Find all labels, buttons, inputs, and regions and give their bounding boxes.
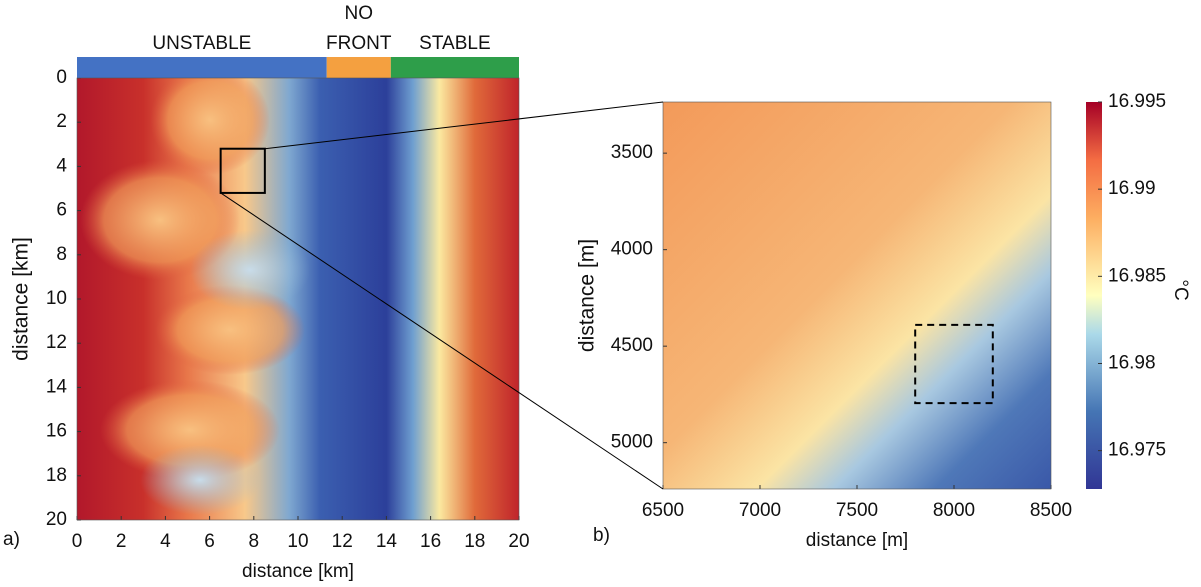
y-tick-label: 6 xyxy=(56,200,67,221)
zoom-connector xyxy=(264,101,664,150)
colorbar-tick-label: 16.995 xyxy=(1108,91,1166,112)
x-tick-label: 8500 xyxy=(1030,500,1072,521)
x-tick-label: 16 xyxy=(420,531,441,552)
dashed-box xyxy=(914,323,994,405)
y-tick-label: 12 xyxy=(46,332,67,353)
y-tick-label: 4500 xyxy=(611,335,653,356)
x-tick-label: 18 xyxy=(464,531,485,552)
x-tick-label: 7500 xyxy=(836,500,878,521)
regime-bar xyxy=(77,57,327,78)
x-tick-label: 10 xyxy=(287,531,308,552)
y-tick-label: 4000 xyxy=(611,239,653,260)
colorbar-tick-label: 16.975 xyxy=(1108,440,1166,461)
y-axis-label: distance [km] xyxy=(10,237,33,361)
zoom-connector xyxy=(220,192,664,490)
panel-label: a) xyxy=(3,529,20,550)
y-tick-label: 10 xyxy=(46,288,67,309)
colorbar-label: °C xyxy=(1170,279,1191,300)
x-axis-label: distance [km] xyxy=(242,561,354,582)
x-tick-label: 14 xyxy=(376,531,398,552)
x-tick-label: 0 xyxy=(72,531,83,552)
colorbar xyxy=(1086,102,1102,489)
y-tick-label: 18 xyxy=(46,465,67,486)
y-tick-label: 3500 xyxy=(611,142,653,163)
x-tick-label: 7000 xyxy=(739,500,781,521)
x-tick-label: 4 xyxy=(160,531,171,552)
y-tick-label: 5000 xyxy=(611,432,653,453)
zoom-box xyxy=(219,147,266,194)
x-tick-label: 2 xyxy=(116,531,127,552)
y-tick-label: 4 xyxy=(56,155,67,176)
x-tick-label: 8000 xyxy=(933,500,975,521)
regime-label: UNSTABLE xyxy=(152,33,251,54)
x-tick-label: 6500 xyxy=(642,500,684,521)
x-axis-label: distance [m] xyxy=(806,530,908,551)
x-tick-label: 6 xyxy=(204,531,215,552)
y-tick-label: 0 xyxy=(56,67,67,88)
y-axis-label: distance [m] xyxy=(576,239,599,352)
colorbar-tick-label: 16.985 xyxy=(1108,265,1166,286)
x-tick-label: 20 xyxy=(508,531,529,552)
y-tick-label: 16 xyxy=(46,421,67,442)
colorbar-tick-label: 16.99 xyxy=(1108,178,1156,199)
regime-bar xyxy=(390,57,519,78)
heatmap-a xyxy=(77,78,519,520)
regime-label: FRONT xyxy=(326,33,392,54)
regime-bar xyxy=(326,57,391,78)
colorbar-tick-label: 16.98 xyxy=(1108,353,1156,374)
regime-label: STABLE xyxy=(419,33,490,54)
y-tick-label: 2 xyxy=(56,111,67,132)
plot-frame xyxy=(76,77,520,521)
y-tick-label: 14 xyxy=(46,376,68,397)
plot-frame xyxy=(662,101,1052,490)
x-tick-label: 8 xyxy=(249,531,260,552)
y-tick-label: 20 xyxy=(46,509,67,530)
y-tick-label: 8 xyxy=(56,244,67,265)
x-tick-label: 12 xyxy=(332,531,353,552)
panel-label: b) xyxy=(593,525,610,546)
regime-label: NO xyxy=(345,3,374,24)
heatmap-b xyxy=(663,102,1051,489)
